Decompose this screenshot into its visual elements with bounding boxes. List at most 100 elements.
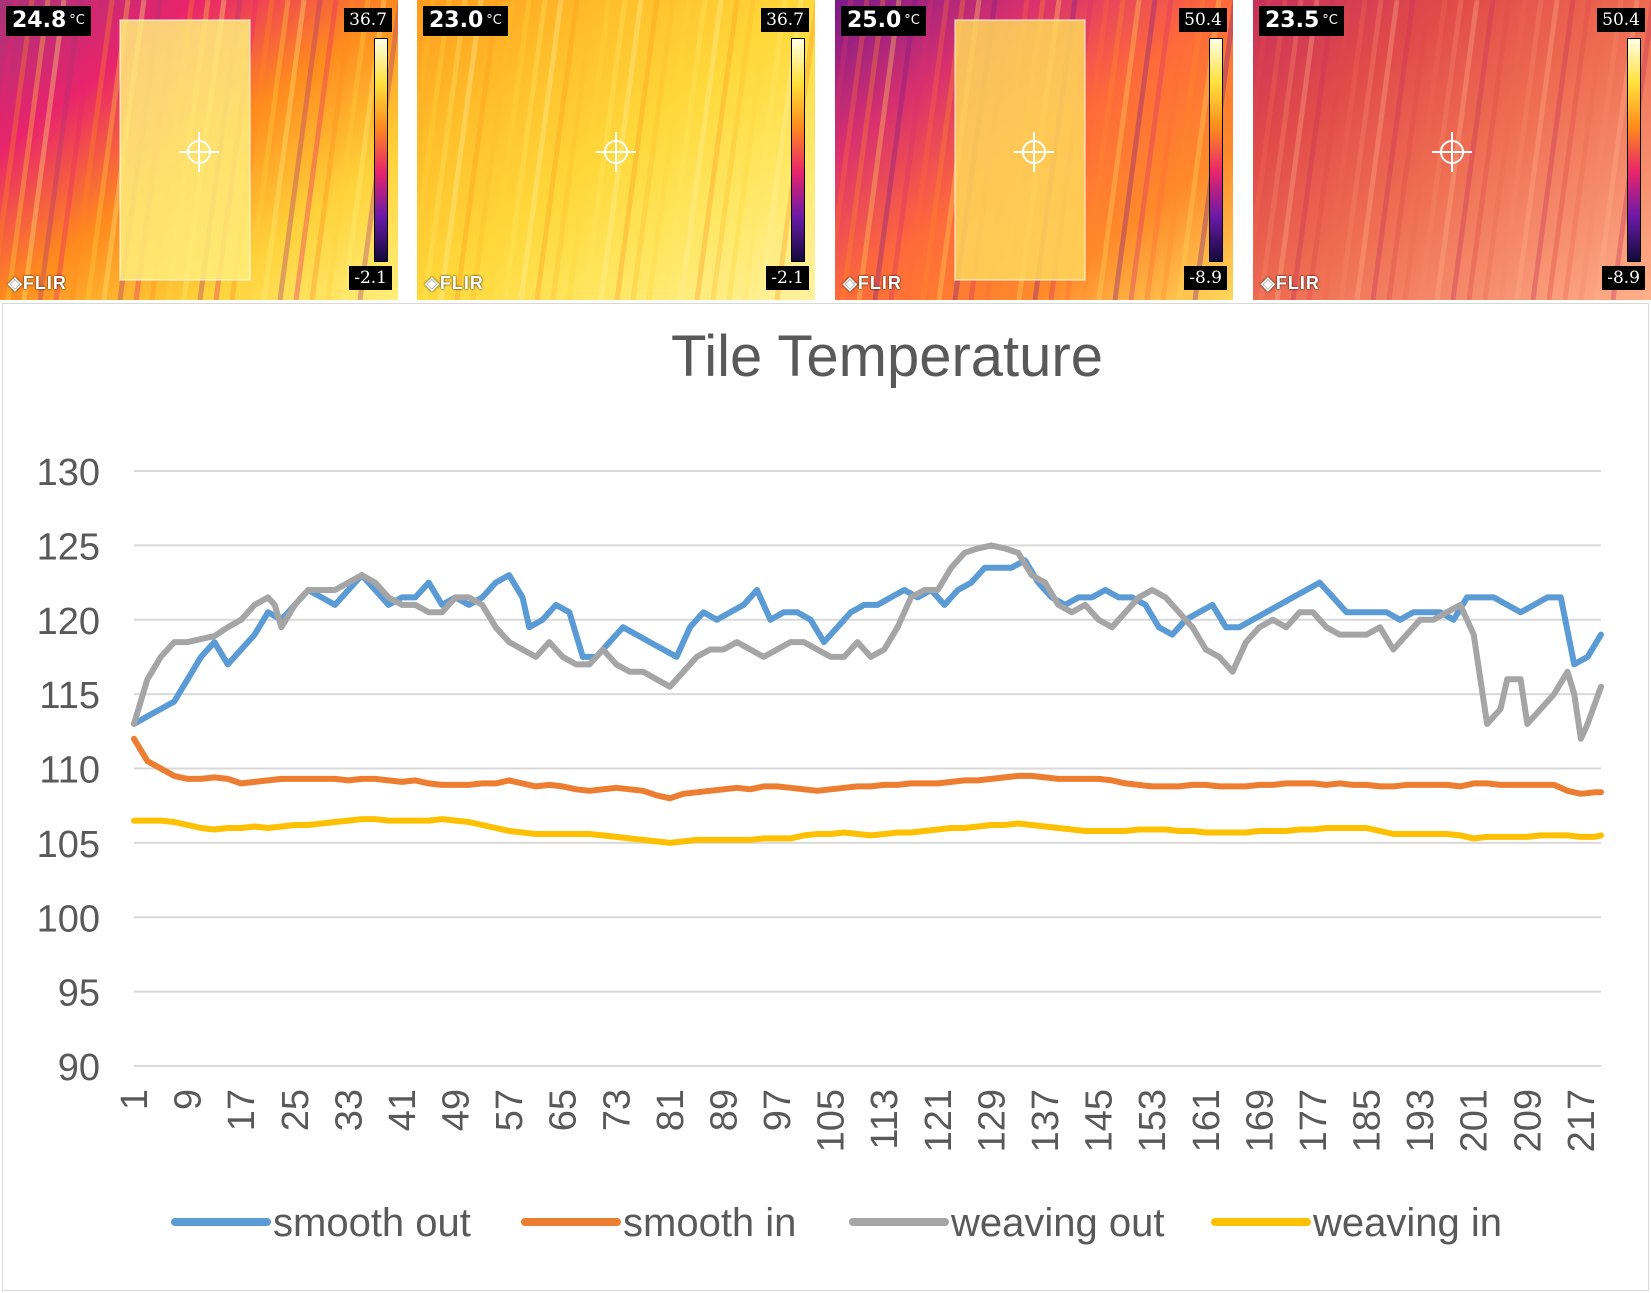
- temperature-unit: °C: [1322, 13, 1338, 28]
- thermal-texture: [309, 0, 355, 300]
- thermal-texture: [261, 0, 307, 300]
- x-tick-label: 65: [543, 1089, 585, 1131]
- tile-panel-outline: [954, 19, 1086, 281]
- thermal-texture: [486, 0, 532, 300]
- y-tick-label: 115: [39, 675, 100, 717]
- temperature-value: 23.5: [1265, 8, 1320, 33]
- x-tick-label: 169: [1239, 1089, 1281, 1152]
- x-tick-label: 1: [114, 1089, 156, 1110]
- x-tick-label: 193: [1400, 1089, 1442, 1152]
- legend-label: smooth out: [273, 1201, 471, 1245]
- thermal-texture: [630, 0, 676, 300]
- temperature-value: 25.0: [847, 8, 902, 33]
- brand-text: FLIR: [439, 273, 484, 293]
- x-tick-label: 33: [328, 1089, 370, 1131]
- thermal-texture: [1096, 0, 1142, 300]
- thermal-texture: [1386, 0, 1432, 300]
- thermal-texture: [1354, 0, 1400, 300]
- legend-item: smooth in: [521, 1201, 796, 1245]
- thermal-texture: [694, 0, 740, 300]
- thermal-texture: [614, 0, 660, 300]
- x-tick-label: 209: [1507, 1089, 1549, 1152]
- thermal-texture: [1258, 0, 1304, 300]
- x-tick-label: 153: [1132, 1089, 1174, 1152]
- flir-logo: ◈FLIR: [8, 273, 67, 293]
- brand-text: FLIR: [857, 273, 902, 293]
- y-tick-label: 125: [37, 526, 100, 568]
- thermal-texture: [1434, 0, 1480, 300]
- thermal-texture: [470, 0, 516, 300]
- thermal-image-4: 23.5 °C 50.4 -8.9 ◈FLIR: [1253, 0, 1651, 300]
- thermal-scene-4: [1253, 0, 1651, 300]
- temperature-value: 23.0: [429, 8, 484, 33]
- thermal-texture: [1466, 0, 1512, 300]
- chart-title: Tile Temperature: [671, 324, 1103, 389]
- thermal-image-2: 23.0 °C 36.7 -2.1 ◈FLIR: [417, 0, 815, 300]
- thermal-image-1: 24.8 °C 36.7 -2.1 ◈FLIR: [0, 0, 398, 300]
- thermal-texture: [566, 0, 612, 300]
- thermal-texture: [325, 0, 371, 300]
- scale-min-label: -2.1: [349, 266, 392, 290]
- thermal-texture: [742, 0, 788, 300]
- thermal-texture: [1530, 0, 1576, 300]
- thermal-texture: [417, 0, 452, 259]
- thermal-texture: [438, 0, 484, 300]
- thermal-texture: [835, 0, 854, 139]
- thermal-texture: [37, 0, 83, 300]
- thermal-texture: [1562, 0, 1608, 300]
- thermal-texture: [502, 0, 548, 300]
- thermal-texture: [534, 0, 580, 300]
- thermal-texture: [1274, 0, 1320, 300]
- thermal-texture: [1546, 0, 1592, 300]
- x-tick-label: 201: [1454, 1089, 1496, 1152]
- scale-max-label: 36.7: [761, 8, 809, 32]
- temperature-readout: 23.5 °C: [1259, 6, 1344, 36]
- y-tick-label: 95: [58, 973, 100, 1015]
- thermal-texture: [454, 0, 500, 300]
- x-tick-label: 137: [1025, 1089, 1067, 1152]
- legend-item: weaving out: [849, 1201, 1164, 1245]
- x-tick-label: 89: [703, 1089, 745, 1131]
- thermal-texture: [5, 0, 51, 300]
- scale-max-label: 50.4: [1597, 8, 1645, 32]
- thermal-texture: [872, 0, 918, 300]
- chart-area: Tile Temperature 90 95 100 105 110 115 120 125 13…: [2, 303, 1649, 1291]
- series-line-weaving-in: [131, 816, 1604, 846]
- thermal-texture: [1253, 0, 1272, 139]
- color-scale-bar: [1209, 38, 1223, 262]
- x-tick-label: 9: [168, 1089, 210, 1110]
- tile-panel-outline: [119, 19, 251, 281]
- y-tick-label: 120: [37, 601, 100, 643]
- temperature-readout: 24.8 °C: [6, 6, 91, 36]
- thermal-texture: [1144, 0, 1190, 300]
- brand-text: FLIR: [22, 273, 67, 293]
- thermal-texture: [1080, 0, 1126, 300]
- color-scale-bar: [374, 38, 388, 262]
- thermal-texture: [840, 0, 886, 300]
- temperature-readout: 25.0 °C: [841, 6, 926, 36]
- x-tick-label: 145: [1079, 1089, 1121, 1152]
- temperature-value: 24.8: [12, 8, 67, 33]
- thermal-texture: [1338, 0, 1384, 300]
- thermal-texture: [293, 0, 339, 300]
- temperature-readout: 23.0 °C: [423, 6, 508, 36]
- thermal-texture: [835, 0, 870, 259]
- thermal-texture: [1290, 0, 1336, 300]
- thermal-texture: [726, 0, 772, 300]
- flir-logo: ◈FLIR: [843, 273, 902, 293]
- thermal-texture: [856, 0, 902, 300]
- x-tick-label: 25: [275, 1089, 317, 1131]
- thermal-texture: [417, 0, 436, 139]
- thermal-texture: [1253, 0, 1288, 259]
- thermal-texture: [1498, 0, 1544, 300]
- thermal-texture: [1514, 0, 1560, 300]
- flir-logo: ◈FLIR: [1261, 273, 1320, 293]
- thermal-texture: [710, 0, 756, 300]
- legend-label: smooth in: [623, 1201, 796, 1245]
- tile-panel-shape: [955, 20, 1085, 280]
- temperature-unit: °C: [69, 13, 85, 28]
- thermal-scene-1: [0, 0, 398, 300]
- thermal-texture: [0, 0, 35, 259]
- series-line-weaving-out: [131, 542, 1604, 742]
- x-tick-label: 73: [596, 1089, 638, 1131]
